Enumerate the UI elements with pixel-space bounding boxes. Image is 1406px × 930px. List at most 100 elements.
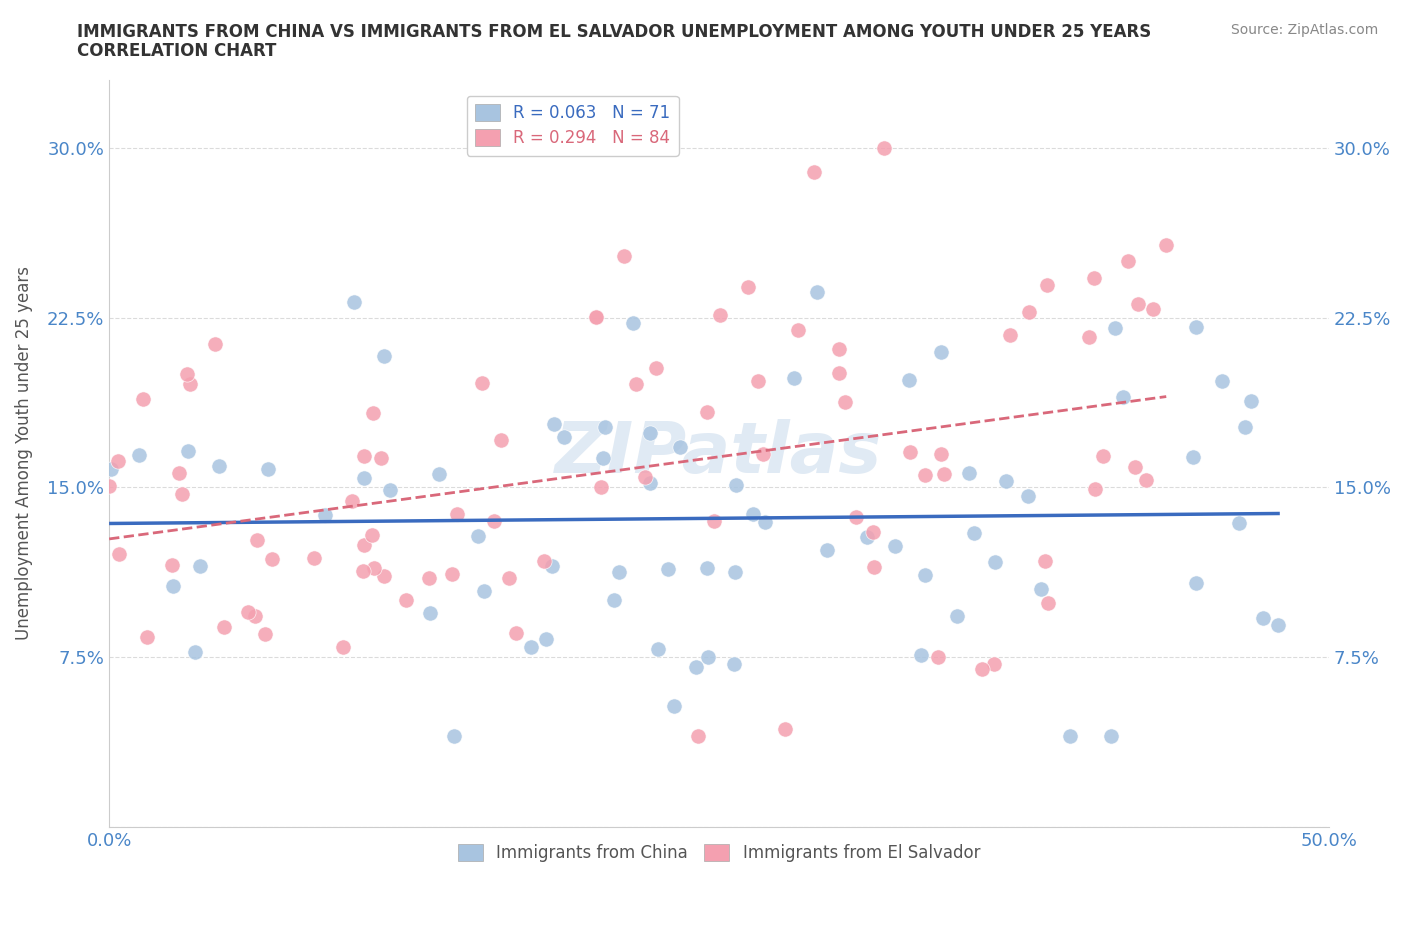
Point [914,567,936,582]
Point [929,345,952,360]
Point [1154,238,1177,253]
Point [314,508,336,523]
Point [1142,301,1164,316]
Point [1059,729,1081,744]
Point [533,553,555,568]
Point [592,451,614,466]
Point [932,467,955,482]
Point [1017,489,1039,504]
Point [419,606,441,621]
Point [353,448,375,463]
Point [188,559,211,574]
Point [179,377,201,392]
Point [177,444,200,458]
Point [828,341,851,356]
Point [914,468,936,483]
Point [1185,319,1208,334]
Point [395,592,418,607]
Point [489,432,512,447]
Point [900,445,922,459]
Point [737,279,759,294]
Point [1112,389,1135,404]
Point [638,475,661,490]
Point [927,649,949,664]
Point [747,373,769,388]
Point [208,458,231,473]
Point [353,538,375,552]
Point [1240,393,1263,408]
Point [1018,305,1040,320]
Point [984,555,1007,570]
Point [963,525,986,540]
Point [98,478,121,493]
Point [482,513,505,528]
Point [260,551,283,566]
Point [1036,595,1059,610]
Point [246,532,269,547]
Point [373,348,395,363]
Legend: Immigrants from China, Immigrants from El Salvador: Immigrants from China, Immigrants from E… [450,836,988,870]
Point [540,559,562,574]
Point [342,493,364,508]
Point [607,565,630,579]
Point [657,561,679,576]
Point [697,649,720,664]
Point [1123,460,1146,475]
Point [1128,297,1150,312]
Point [897,373,920,388]
Point [1031,582,1053,597]
Point [1099,729,1122,744]
Point [931,446,953,461]
Point [703,514,725,529]
Point [363,561,385,576]
Point [1035,553,1057,568]
Text: Source: ZipAtlas.com: Source: ZipAtlas.com [1230,23,1378,37]
Point [593,419,616,434]
Point [957,466,980,481]
Point [709,308,731,323]
Point [995,473,1018,488]
Point [170,486,193,501]
Point [128,447,150,462]
Point [135,630,157,644]
Point [644,361,666,376]
Point [418,570,440,585]
Point [685,660,707,675]
Point [253,627,276,642]
Point [212,620,235,635]
Point [603,592,626,607]
Point [946,608,969,623]
Point [1104,321,1126,336]
Point [873,140,896,155]
Point [668,440,690,455]
Point [498,571,520,586]
Point [724,478,747,493]
Point [1135,472,1157,487]
Point [446,507,468,522]
Point [862,560,884,575]
Point [621,316,644,331]
Point [696,405,718,419]
Point [553,430,575,445]
Point [1084,481,1107,496]
Text: ZIPatlas: ZIPatlas [555,418,883,488]
Point [543,417,565,432]
Point [204,337,226,352]
Point [773,722,796,737]
Point [160,557,183,572]
Point [236,604,259,619]
Point [100,462,122,477]
Point [786,323,808,338]
Point [613,248,636,263]
Point [1227,515,1250,530]
Point [782,371,804,386]
Point [1091,448,1114,463]
Point [536,631,558,646]
Point [1251,611,1274,626]
Point [970,661,993,676]
Point [443,729,465,744]
Point [107,454,129,469]
Point [585,310,607,325]
Point [471,376,494,391]
Point [370,450,392,465]
